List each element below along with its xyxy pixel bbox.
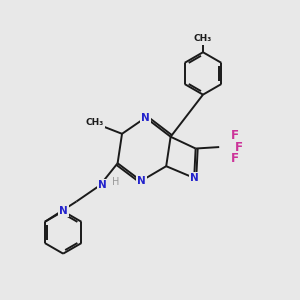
Text: N: N [59, 206, 68, 216]
Text: N: N [137, 176, 146, 186]
Text: N: N [190, 173, 199, 183]
Text: N: N [98, 180, 107, 190]
Text: F: F [235, 141, 242, 154]
Text: F: F [230, 129, 238, 142]
Text: N: N [141, 112, 150, 123]
Text: F: F [230, 152, 238, 165]
Text: CH₃: CH₃ [86, 118, 104, 127]
Text: CH₃: CH₃ [194, 34, 212, 43]
Text: H: H [112, 177, 119, 188]
